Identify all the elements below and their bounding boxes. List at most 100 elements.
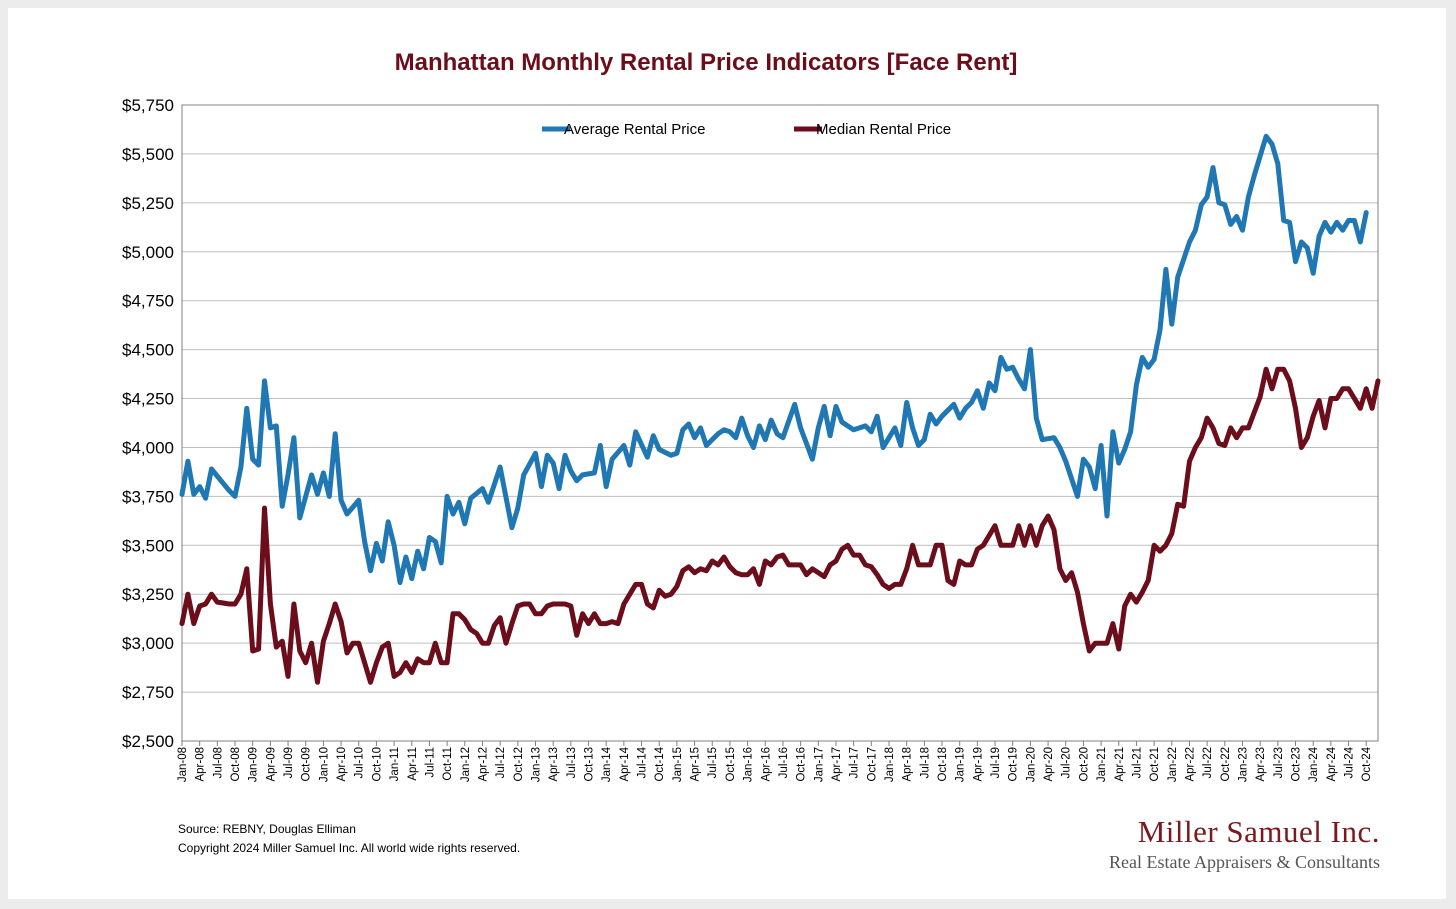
x-tick-label: Jan-08 (177, 747, 189, 782)
x-tick-label: Jul-15 (707, 747, 719, 778)
x-tick-label: Jul-22 (1202, 747, 1214, 778)
x-tick-label: Jul-08 (212, 747, 224, 778)
x-tick-label: Jul-18 (919, 747, 931, 778)
y-tick-label: $5,250 (122, 194, 174, 213)
x-tick-label: Oct-15 (725, 747, 737, 782)
x-tick-label: Jan-17 (813, 747, 825, 782)
x-tick-label: Apr-10 (336, 747, 348, 782)
x-tick-label: Oct-23 (1291, 747, 1303, 782)
legend-label-median: Median Rental Price (816, 121, 951, 138)
copyright-note: Copyright 2024 Miller Samuel Inc. All wo… (178, 841, 521, 855)
y-tick-label: $3,750 (122, 487, 174, 506)
y-tick-label: $5,500 (122, 145, 174, 164)
x-tick-label: Oct-10 (371, 747, 383, 782)
x-tick-label: Apr-23 (1255, 747, 1267, 782)
y-tick-label: $2,750 (122, 683, 174, 702)
y-tick-label: $5,000 (122, 243, 174, 262)
x-tick-label: Jan-20 (1025, 747, 1037, 782)
x-tick-label: Apr-16 (760, 747, 772, 782)
x-tick-label: Apr-11 (407, 747, 419, 781)
y-tick-label: $3,500 (122, 536, 174, 555)
x-tick-label: Oct-08 (230, 747, 242, 782)
x-tick-label: Oct-11 (442, 747, 454, 781)
x-tick-label: Jan-12 (460, 747, 472, 782)
x-tick-label: Jan-19 (955, 747, 967, 782)
x-axis-ticks: Jan-08 Apr-08 Jul-08 Oct-08 Jan-09 Apr-09 Jul-… (177, 741, 1373, 782)
brand-logo: Miller Samuel Inc. Real Estate Appraiser… (1109, 814, 1380, 873)
x-tick-label: Oct-13 (584, 747, 596, 782)
x-tick-label: Jul-19 (990, 747, 1002, 778)
x-tick-label: Jul-17 (849, 747, 861, 778)
x-tick-label: Jan-13 (530, 747, 542, 782)
x-tick-label: Apr-12 (477, 747, 489, 782)
x-tick-label: Apr-09 (265, 747, 277, 782)
x-tick-label: Jan-22 (1167, 747, 1179, 782)
y-tick-label: $3,000 (122, 634, 174, 653)
x-tick-label: Apr-20 (1043, 747, 1055, 782)
x-tick-label: Oct-12 (513, 747, 525, 782)
x-tick-label: Apr-19 (972, 747, 984, 782)
y-tick-label: $4,000 (122, 438, 174, 457)
x-tick-label: Oct-24 (1361, 746, 1373, 781)
x-tick-label: Apr-21 (1114, 747, 1126, 782)
y-tick-label: $2,500 (122, 732, 174, 751)
x-tick-label: Oct-09 (301, 747, 313, 782)
chart-frame: Manhattan Monthly Rental Price Indicator… (8, 8, 1446, 899)
y-tick-label: $4,500 (122, 341, 174, 360)
x-tick-label: Oct-17 (866, 747, 878, 782)
x-tick-label: Jul-10 (354, 747, 366, 778)
x-tick-label: Jul-24 (1344, 746, 1356, 778)
y-tick-label: $5,750 (122, 96, 174, 115)
x-tick-label: Oct-18 (937, 747, 949, 782)
source-note: Source: REBNY, Douglas Elliman (178, 822, 356, 836)
x-tick-label: Apr-18 (902, 747, 914, 782)
y-tick-label: $4,250 (122, 390, 174, 409)
series-line-average-rental-price (179, 133, 1369, 585)
x-tick-label: Oct-21 (1149, 747, 1161, 782)
legend-label-average: Average Rental Price (564, 121, 705, 138)
gridlines (181, 104, 1379, 742)
x-tick-label: Apr-14 (619, 746, 631, 781)
x-tick-label: Jul-13 (566, 747, 578, 778)
chart-title: Manhattan Monthly Rental Price Indicator… (395, 49, 1018, 76)
x-tick-label: Jul-23 (1273, 747, 1285, 778)
x-tick-label: Jul-11 (424, 747, 436, 777)
x-tick-label: Apr-17 (831, 747, 843, 782)
x-tick-label: Oct-20 (1078, 747, 1090, 782)
series-lines (179, 133, 1381, 685)
line-chart: Manhattan Monthly Rental Price Indicator… (122, 49, 1381, 782)
y-axis-ticks: $2,500 $2,750 $3,000 $3,250 $3,500 $3,750 $4,0… (122, 96, 174, 751)
plot-area-border (181, 104, 1379, 742)
x-tick-label: Jul-14 (637, 746, 649, 778)
x-tick-label: Oct-19 (1008, 747, 1020, 782)
x-tick-label: Apr-22 (1184, 747, 1196, 782)
x-tick-label: Apr-15 (690, 747, 702, 782)
legend: Average Rental Price Median Rental Price (542, 121, 951, 138)
x-tick-label: Jul-20 (1061, 747, 1073, 778)
brand-name: Miller Samuel Inc. (1137, 814, 1380, 849)
y-tick-label: $3,250 (122, 585, 174, 604)
x-tick-label: Jul-12 (495, 747, 507, 778)
x-tick-label: Jan-18 (884, 747, 896, 782)
x-tick-label: Jan-16 (743, 747, 755, 782)
x-tick-label: Oct-14 (654, 746, 666, 781)
x-tick-label: Jul-16 (778, 747, 790, 778)
x-tick-label: Jan-14 (601, 746, 613, 782)
x-tick-label: Jul-09 (283, 747, 295, 778)
y-tick-label: $4,750 (122, 292, 174, 311)
x-tick-label: Apr-13 (548, 747, 560, 782)
x-tick-label: Jan-15 (672, 747, 684, 782)
x-tick-label: Jan-11 (389, 747, 401, 781)
brand-tagline: Real Estate Appraisers & Consultants (1109, 852, 1380, 872)
x-tick-label: Jan-23 (1237, 747, 1249, 782)
x-tick-label: Jan-24 (1308, 746, 1320, 782)
x-tick-label: Jan-10 (318, 747, 330, 782)
x-tick-label: Apr-08 (195, 747, 207, 782)
x-tick-label: Oct-22 (1220, 747, 1232, 782)
x-tick-label: Jul-21 (1131, 747, 1143, 778)
x-tick-label: Oct-16 (796, 747, 808, 782)
x-tick-label: Apr-24 (1326, 746, 1338, 781)
series-line-median-rental-price (179, 366, 1381, 685)
x-tick-label: Jan-09 (248, 747, 260, 782)
x-tick-label: Jan-21 (1096, 747, 1108, 782)
